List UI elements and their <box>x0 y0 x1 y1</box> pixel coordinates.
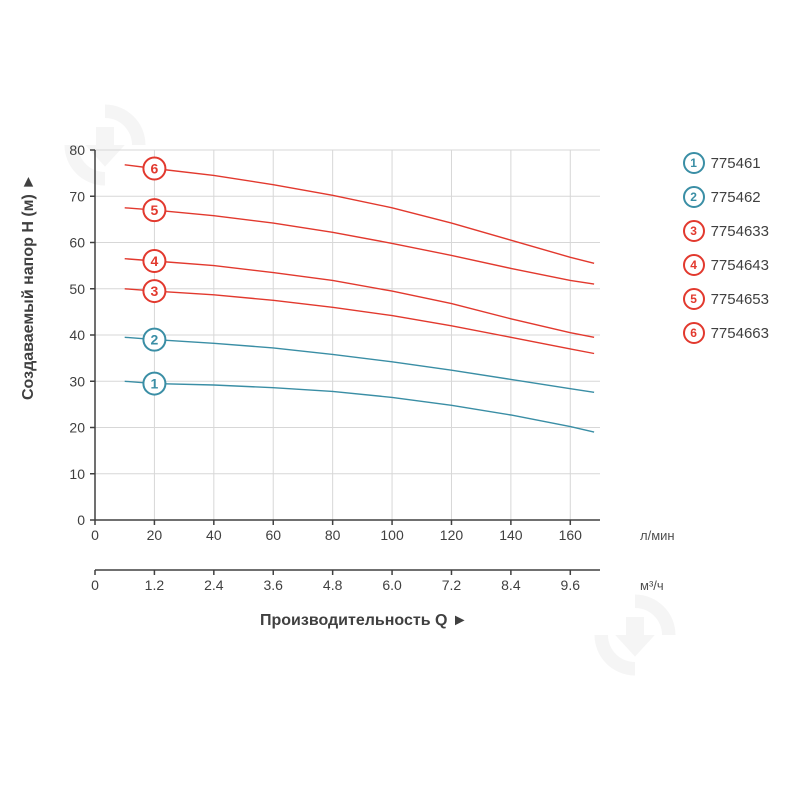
svg-text:80: 80 <box>325 527 341 543</box>
legend-marker-icon: 2 <box>683 186 705 208</box>
legend-label: 7754653 <box>711 291 769 308</box>
svg-text:3: 3 <box>151 283 159 299</box>
svg-text:60: 60 <box>265 527 281 543</box>
series-line-5 <box>125 208 594 284</box>
legend-label: 775462 <box>711 189 761 206</box>
svg-text:40: 40 <box>69 327 85 343</box>
svg-text:60: 60 <box>69 235 85 251</box>
svg-text:5: 5 <box>151 202 159 218</box>
svg-text:2: 2 <box>151 332 159 348</box>
y-axis-title: Создаваемый напор H (м) ► <box>20 174 38 400</box>
legend-marker-icon: 4 <box>683 254 705 276</box>
legend-marker-icon: 3 <box>683 220 705 242</box>
legend-item-2: 2 775462 <box>683 186 769 208</box>
svg-text:140: 140 <box>499 527 523 543</box>
svg-text:100: 100 <box>380 527 404 543</box>
x-axis-title: Производительность Q ► <box>260 612 468 630</box>
svg-text:0: 0 <box>91 577 99 593</box>
legend-marker-icon: 6 <box>683 322 705 344</box>
legend-item-4: 4 7754643 <box>683 254 769 276</box>
legend-item-3: 3 7754633 <box>683 220 769 242</box>
svg-text:7.2: 7.2 <box>442 577 462 593</box>
svg-text:10: 10 <box>69 466 85 482</box>
svg-text:50: 50 <box>69 281 85 297</box>
svg-text:160: 160 <box>559 527 583 543</box>
svg-text:4: 4 <box>151 253 159 269</box>
legend: 1 775461 2 775462 3 7754633 4 7754643 5 7754653 67… <box>683 152 769 356</box>
svg-text:20: 20 <box>69 420 85 436</box>
svg-text:2.4: 2.4 <box>204 577 224 593</box>
series-line-1 <box>125 381 594 432</box>
legend-item-5: 5 7754653 <box>683 288 769 310</box>
legend-item-1: 1 775461 <box>683 152 769 174</box>
svg-text:3.6: 3.6 <box>264 577 284 593</box>
svg-text:6: 6 <box>151 161 159 177</box>
svg-text:1.2: 1.2 <box>145 577 165 593</box>
legend-marker-icon: 5 <box>683 288 705 310</box>
legend-label: 7754663 <box>711 325 769 342</box>
legend-label: 775461 <box>711 155 761 172</box>
legend-label: 7754633 <box>711 223 769 240</box>
svg-text:л/мин: л/мин <box>640 528 675 543</box>
svg-text:70: 70 <box>69 188 85 204</box>
svg-text:9.6: 9.6 <box>561 577 581 593</box>
svg-text:30: 30 <box>69 373 85 389</box>
svg-text:м³/ч: м³/ч <box>640 578 664 593</box>
legend-item-6: 6 7754663 <box>683 322 769 344</box>
svg-text:20: 20 <box>147 527 163 543</box>
svg-text:6.0: 6.0 <box>382 577 402 593</box>
svg-text:40: 40 <box>206 527 222 543</box>
svg-text:8.4: 8.4 <box>501 577 521 593</box>
svg-text:0: 0 <box>77 512 85 528</box>
svg-text:120: 120 <box>440 527 464 543</box>
legend-label: 7754643 <box>711 257 769 274</box>
legend-marker-icon: 1 <box>683 152 705 174</box>
svg-text:80: 80 <box>69 142 85 158</box>
svg-text:1: 1 <box>151 376 159 392</box>
chart-svg: 01020304050607080020406080100120140160л/… <box>40 140 760 660</box>
pump-curve-chart: 01020304050607080020406080100120140160л/… <box>40 140 760 660</box>
svg-text:0: 0 <box>91 527 99 543</box>
svg-text:4.8: 4.8 <box>323 577 343 593</box>
